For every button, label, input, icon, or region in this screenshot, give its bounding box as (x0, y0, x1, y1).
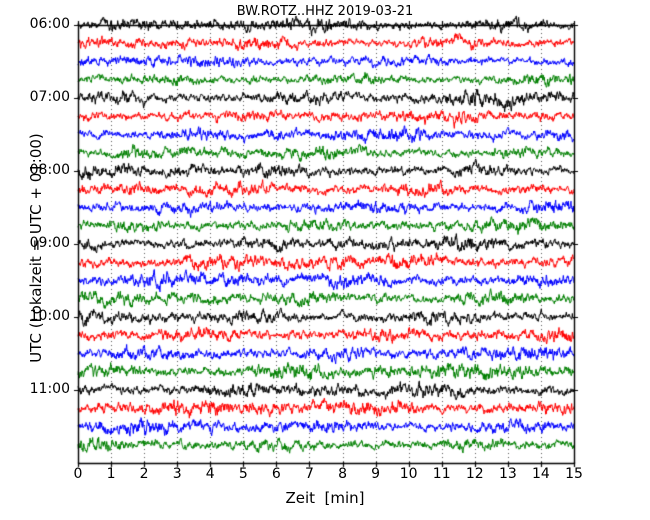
x-tick-label: 3 (172, 466, 182, 482)
x-tick-label: 10 (399, 466, 418, 482)
y-tick-label: 09:00 (29, 235, 70, 251)
y-tick-label: 10:00 (29, 308, 70, 324)
x-tick-label: 11 (432, 466, 451, 482)
x-tick-label: 4 (205, 466, 215, 482)
x-tick-label: 12 (465, 466, 484, 482)
x-tick-label: 14 (532, 466, 550, 482)
x-tick-label: 1 (106, 466, 116, 482)
y-tick-label: 08:00 (29, 162, 70, 178)
x-tick-label: 13 (498, 466, 517, 482)
x-tick-label: 7 (304, 466, 314, 482)
chart-title: BW.ROTZ..HHZ 2019-03-21 (236, 4, 414, 19)
y-tick-label: 06:00 (29, 16, 70, 32)
y-tick-label: 11:00 (29, 381, 70, 397)
y-tick-label: 07:00 (29, 89, 70, 105)
x-tick-label: 8 (338, 466, 347, 482)
x-tick-label: 9 (371, 466, 381, 482)
x-tick-label: 6 (271, 466, 281, 482)
x-tick-label: 0 (73, 466, 83, 482)
x-tick-label: 5 (238, 466, 248, 482)
x-tick-label: 2 (139, 466, 149, 482)
x-axis-label: Zeit [min] (285, 489, 365, 507)
x-tick-label: 15 (565, 466, 583, 482)
